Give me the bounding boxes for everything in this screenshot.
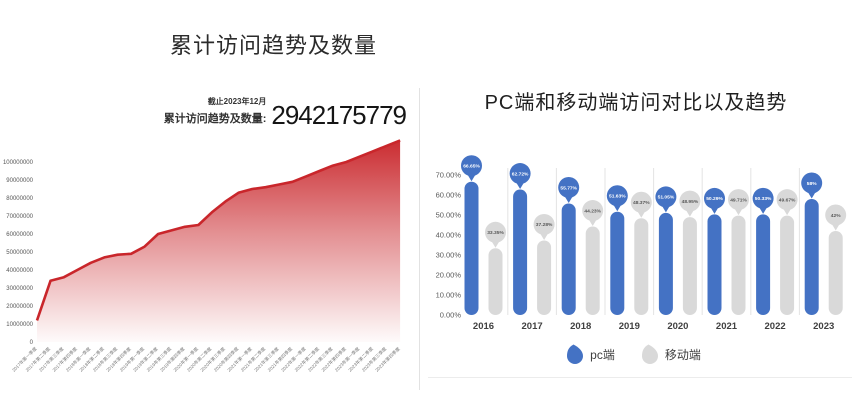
pc-bar <box>756 214 771 315</box>
y-tick-label: 10.00% <box>436 291 462 300</box>
mobile-value-label: 42% <box>831 213 841 219</box>
y-tick-label: 20.00% <box>436 271 462 280</box>
area-fill <box>37 140 401 342</box>
pc-bar <box>513 189 528 315</box>
y-tick-label: 70000000 <box>6 214 33 220</box>
legend-item-pc: pc端 <box>566 343 615 365</box>
year-label: 2018 <box>570 321 591 332</box>
pc-value-label: 62.72% <box>512 171 529 177</box>
mobile-bar <box>634 218 649 315</box>
y-tick-label: 100000000 <box>3 160 34 166</box>
mobile-bubble <box>776 189 798 211</box>
year-label: 2022 <box>765 321 786 332</box>
year-label: 2017 <box>522 321 543 332</box>
pc-bar <box>707 214 722 315</box>
pc-droplet-icon <box>567 344 584 364</box>
y-tick-label: 60000000 <box>6 232 33 238</box>
annotation-date: 截止2023年12月 <box>207 97 267 106</box>
pc-value-label: 51.63% <box>609 194 626 200</box>
mobile-bubble <box>630 191 652 213</box>
mobile-bubble <box>582 200 604 222</box>
y-tick-label: 0.00% <box>440 311 462 320</box>
pc-value-label: 58% <box>807 181 817 187</box>
y-tick-label: 70.00% <box>436 171 462 180</box>
y-tick-label: 30.00% <box>436 251 462 260</box>
cumulative-area-chart: 1000000009000000080000000700000006000000… <box>3 139 402 373</box>
year-label: 2021 <box>716 321 738 332</box>
y-tick-label: 50000000 <box>6 250 33 256</box>
year-label: 2016 <box>473 321 494 332</box>
mobile-bubble <box>533 213 555 235</box>
mobile-bar <box>537 240 552 315</box>
mobile-bubble <box>825 204 847 226</box>
mobile-bar <box>780 215 795 315</box>
cumulative-total-annotation: 截止2023年12月 累计访问趋势及数量: 2942175779 <box>150 96 407 130</box>
pc-value-label: 51.05% <box>658 195 675 201</box>
pc-value-label: 66.65% <box>463 164 480 170</box>
left-chart-title: 累计访问趋势及数量 <box>170 33 378 58</box>
mobile-bubble <box>679 190 701 212</box>
mobile-bar <box>488 248 503 315</box>
mobile-droplet-icon <box>641 344 658 364</box>
legend-label: pc端 <box>590 347 615 362</box>
annotation-label: 累计访问趋势及数量: <box>163 113 267 125</box>
mobile-bar <box>585 226 600 315</box>
y-tick-label: 90000000 <box>6 178 33 184</box>
mobile-bar <box>828 231 843 315</box>
y-tick-label: 20000000 <box>6 304 33 310</box>
y-tick-label: 40000000 <box>6 268 33 274</box>
y-tick-label: 0 <box>30 340 34 346</box>
pc-bubble <box>801 172 823 194</box>
y-tick-label: 50.00% <box>436 211 462 220</box>
annotation-text: 截止2023年12月 累计访问趋势及数量: <box>164 96 267 126</box>
pc-bubble <box>606 185 628 207</box>
mobile-bar <box>682 217 697 315</box>
mobile-value-label: 49.71% <box>730 197 747 203</box>
bottom-rule <box>428 377 852 378</box>
mobile-value-label: 37.28% <box>536 222 553 228</box>
panel-divider <box>419 88 420 390</box>
pc-mobile-comparison-chart: 70.00% 60.00% 50.00% 40.00% 30.00% 20.00% 10.0… <box>436 155 847 332</box>
pc-value-label: 50.29% <box>706 196 723 202</box>
x-tick-label: 2023年第四季度 <box>374 345 402 373</box>
pc-bubble <box>461 155 482 177</box>
mobile-bubble <box>728 189 749 211</box>
year-label: 2019 <box>619 321 640 332</box>
mobile-value-label: 44.23% <box>584 208 601 214</box>
pc-bubble <box>558 176 580 198</box>
mobile-bubble <box>485 221 506 243</box>
mobile-bar <box>731 215 746 315</box>
pc-bubble <box>704 187 725 209</box>
mobile-value-label: 48.37% <box>633 200 650 206</box>
pc-bar <box>804 199 819 315</box>
y-tick-label: 80000000 <box>6 196 33 202</box>
mobile-value-label: 33.35% <box>487 230 504 236</box>
pc-bar <box>610 211 625 315</box>
mobile-value-label: 48.95% <box>682 199 699 205</box>
pc-bar <box>658 212 673 315</box>
pc-bubble <box>509 163 531 185</box>
mobile-value-label: 49.67% <box>779 197 796 203</box>
pc-value-label: 50.33% <box>755 196 772 202</box>
y-tick-label: 60.00% <box>436 191 462 200</box>
right-chart-title: PC端和移动端访问对比以及趋势 <box>484 92 788 114</box>
y-tick-label: 40.00% <box>436 231 462 240</box>
legend-item-mobile: 移动端 <box>641 343 701 365</box>
annotation-value: 2942175779 <box>271 99 407 130</box>
chart-legend: pc端 移动端 <box>415 340 852 368</box>
pc-bar <box>464 181 479 315</box>
pc-value-label: 55.77% <box>560 185 577 191</box>
pc-bar <box>561 203 576 315</box>
year-label: 2020 <box>667 321 688 332</box>
pc-bubble <box>655 186 677 208</box>
pc-bubble <box>752 187 774 209</box>
year-label: 2023 <box>813 321 834 332</box>
y-tick-label: 30000000 <box>6 286 33 292</box>
y-tick-label: 10000000 <box>6 322 33 328</box>
legend-label: 移动端 <box>664 347 701 362</box>
trend-line <box>35 139 401 321</box>
